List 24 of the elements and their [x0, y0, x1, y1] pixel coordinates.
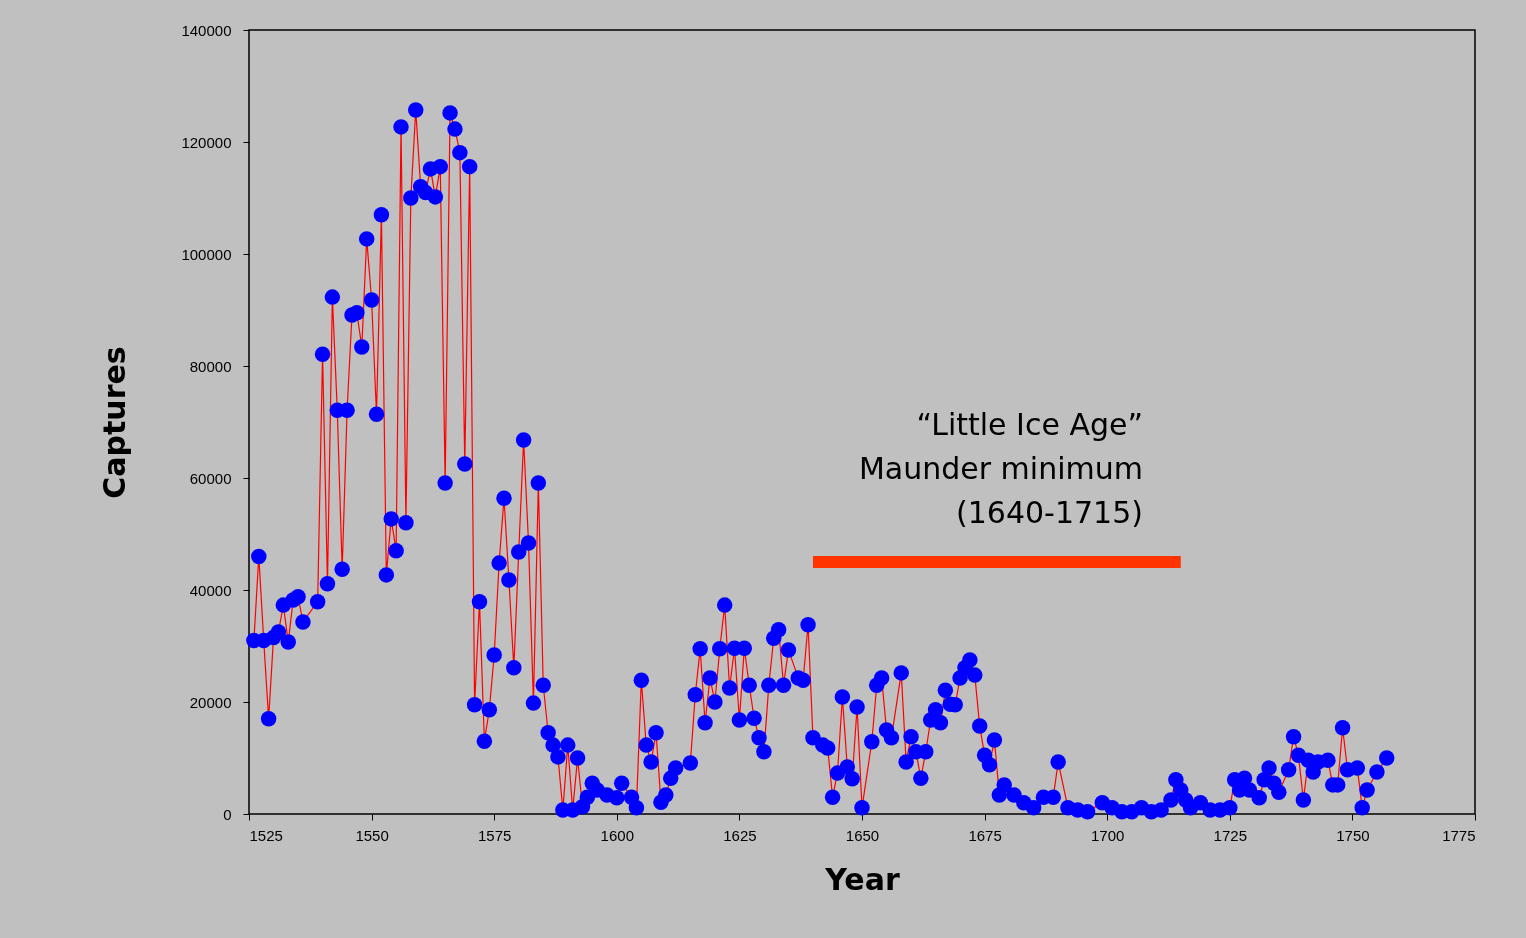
x-tick-label: 1525	[249, 826, 283, 844]
x-tick-label: 1750	[1336, 826, 1370, 844]
y-axis-title: Captures	[97, 346, 133, 499]
x-tick-label: 1725	[1213, 826, 1247, 844]
x-tick-label: 1650	[845, 826, 880, 844]
annotation: (1640-1715)	[956, 495, 1143, 530]
x-tick-label: 1575	[478, 826, 512, 844]
annotation: Maunder minimum	[858, 451, 1143, 486]
y-tick-label: 60000	[189, 469, 232, 487]
y-tick-label: 140000	[181, 21, 232, 39]
x-tick-label: 1550	[355, 826, 389, 844]
y-tick-label: 40000	[189, 581, 232, 599]
annotation: “Little Ice Age”	[916, 407, 1143, 442]
y-tick-label: 0	[223, 805, 232, 823]
x-tick-label: 1700	[1091, 826, 1125, 844]
y-tick-label: 20000	[189, 693, 232, 711]
y-tick-label: 120000	[181, 133, 232, 151]
x-tick-label: 1625	[723, 826, 757, 844]
y-tick-label: 100000	[181, 245, 232, 263]
y-tick-label: 80000	[189, 357, 232, 375]
x-tick-label: 1675	[968, 826, 1002, 844]
x-axis-title: Year	[824, 861, 900, 897]
x-tick-label: 1600	[600, 826, 634, 844]
x-tick-label: 1775	[1442, 826, 1476, 844]
